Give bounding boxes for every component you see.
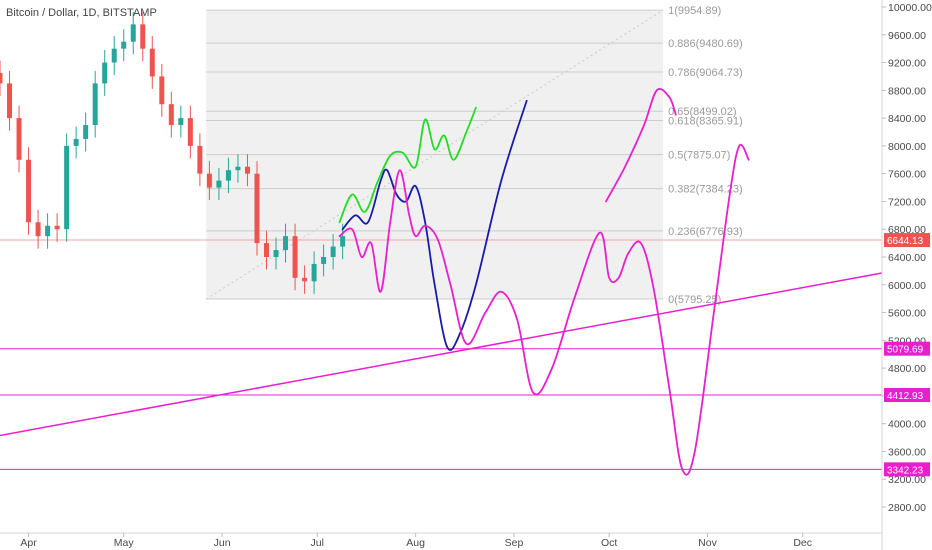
y-tick-label: 8000.00 <box>888 141 926 153</box>
y-tick-label: 3200.00 <box>888 474 926 486</box>
fib-level-label: 1(9954.89) <box>668 5 721 17</box>
price-label-text: 3342.23 <box>887 465 924 476</box>
trendline[interactable] <box>0 272 883 437</box>
fib-level-label: 0(5795.25) <box>668 294 721 306</box>
freehand-drawings[interactable] <box>338 88 750 476</box>
x-tick-label: Sep <box>505 537 524 549</box>
candle-body <box>168 104 174 126</box>
candle-body <box>45 225 51 237</box>
price-label-box <box>884 233 930 248</box>
candle-body <box>206 173 212 188</box>
fib-level-label: 0.236(6776.93) <box>668 226 743 238</box>
y-tick-label: 7200.00 <box>888 196 926 208</box>
candle-body <box>216 180 222 188</box>
candle-body <box>225 170 231 181</box>
candle-body <box>254 173 260 244</box>
freehand-drawing[interactable] <box>341 99 528 351</box>
candle-body <box>16 118 22 160</box>
candle-body <box>26 159 32 223</box>
candle-body <box>235 166 241 171</box>
y-tick-label: 4800.00 <box>888 363 926 375</box>
candle-body <box>102 62 108 84</box>
fibonacci-retracement[interactable]: 1(9954.89) 0.886(9480.69) 0.786(9064.73) 0.… <box>205 5 743 306</box>
candle-body <box>244 166 250 174</box>
candle-body <box>197 145 203 174</box>
price-label-text: 5079.69 <box>887 345 924 356</box>
candlestick-series <box>0 11 346 294</box>
y-tick-label: 7600.00 <box>888 169 926 181</box>
candle-body <box>121 41 127 49</box>
y-tick-label: 9600.00 <box>888 30 926 42</box>
fib-level-label: 0.618(8365.91) <box>668 115 743 127</box>
candle-body <box>321 257 327 264</box>
x-tick-label: May <box>114 537 135 549</box>
chart-title: Bitcoin / Dollar, 1D, BITSTAMP <box>6 7 157 19</box>
fib-level-label: 0.382(7384.23) <box>668 184 743 196</box>
y-tick-label: 2800.00 <box>888 502 926 514</box>
candle-body <box>0 72 3 84</box>
trendline-line[interactable] <box>0 272 883 437</box>
x-tick-label: Aug <box>406 537 425 549</box>
price-label-text: 4412.93 <box>887 391 924 402</box>
x-tick-label: Jun <box>214 537 231 549</box>
candle-body <box>178 118 184 126</box>
candle-body <box>159 76 165 105</box>
candle-body <box>283 236 289 251</box>
candle-body <box>35 222 41 237</box>
candle-body <box>340 236 346 247</box>
price-label-box <box>884 462 930 477</box>
y-tick-label: 6400.00 <box>888 252 926 264</box>
price-label-box <box>884 341 930 356</box>
candle-body <box>130 24 136 42</box>
candle-body <box>7 83 13 119</box>
x-tick-label: Dec <box>793 537 812 549</box>
freehand-drawing[interactable] <box>338 106 477 224</box>
y-tick-label: 8400.00 <box>888 113 926 125</box>
freehand-drawing[interactable] <box>338 143 750 476</box>
y-tick-label: 5600.00 <box>888 308 926 320</box>
candle-body <box>187 118 193 146</box>
y-tick-label: 8800.00 <box>888 85 926 97</box>
y-tick-label: 6000.00 <box>888 280 926 292</box>
candle-body <box>83 125 89 139</box>
price-label-text: 6644.13 <box>887 236 924 247</box>
x-tick-label: Oct <box>601 537 617 549</box>
fib-level-label: 0.786(9064.73) <box>668 67 743 79</box>
x-tick-label: Apr <box>20 537 37 549</box>
price-label-box <box>884 387 930 402</box>
candle-body <box>149 48 155 77</box>
horizontal-levels[interactable] <box>0 239 882 470</box>
candle-body <box>140 24 146 49</box>
candle-body <box>92 83 98 126</box>
candle-body <box>111 48 117 63</box>
x-tick-label: Nov <box>698 537 717 549</box>
y-tick-label: 9200.00 <box>888 58 926 70</box>
candle-body <box>302 277 308 282</box>
y-tick-label: 3600.00 <box>888 446 926 458</box>
candle-body <box>73 138 79 146</box>
candle-body <box>311 263 317 282</box>
y-tick-label: 10000.00 <box>888 2 932 14</box>
fib-level-label: 0.65(8499.02) <box>668 106 737 118</box>
candle-body <box>64 145 70 230</box>
price-labels: 6644.13 5079.69 4412.93 3342.23 <box>884 233 930 477</box>
candle-body <box>273 250 279 257</box>
candle-body <box>54 225 60 230</box>
x-tick-label: Jul <box>311 537 324 549</box>
candle-body <box>292 236 298 278</box>
candle-body <box>264 243 270 257</box>
freehand-drawing[interactable] <box>605 88 677 203</box>
y-tick-label: 4000.00 <box>888 419 926 431</box>
candle-body <box>330 246 336 257</box>
fib-level-label: 0.886(9480.69) <box>668 38 743 50</box>
fib-level-label: 0.5(7875.07) <box>668 150 730 162</box>
